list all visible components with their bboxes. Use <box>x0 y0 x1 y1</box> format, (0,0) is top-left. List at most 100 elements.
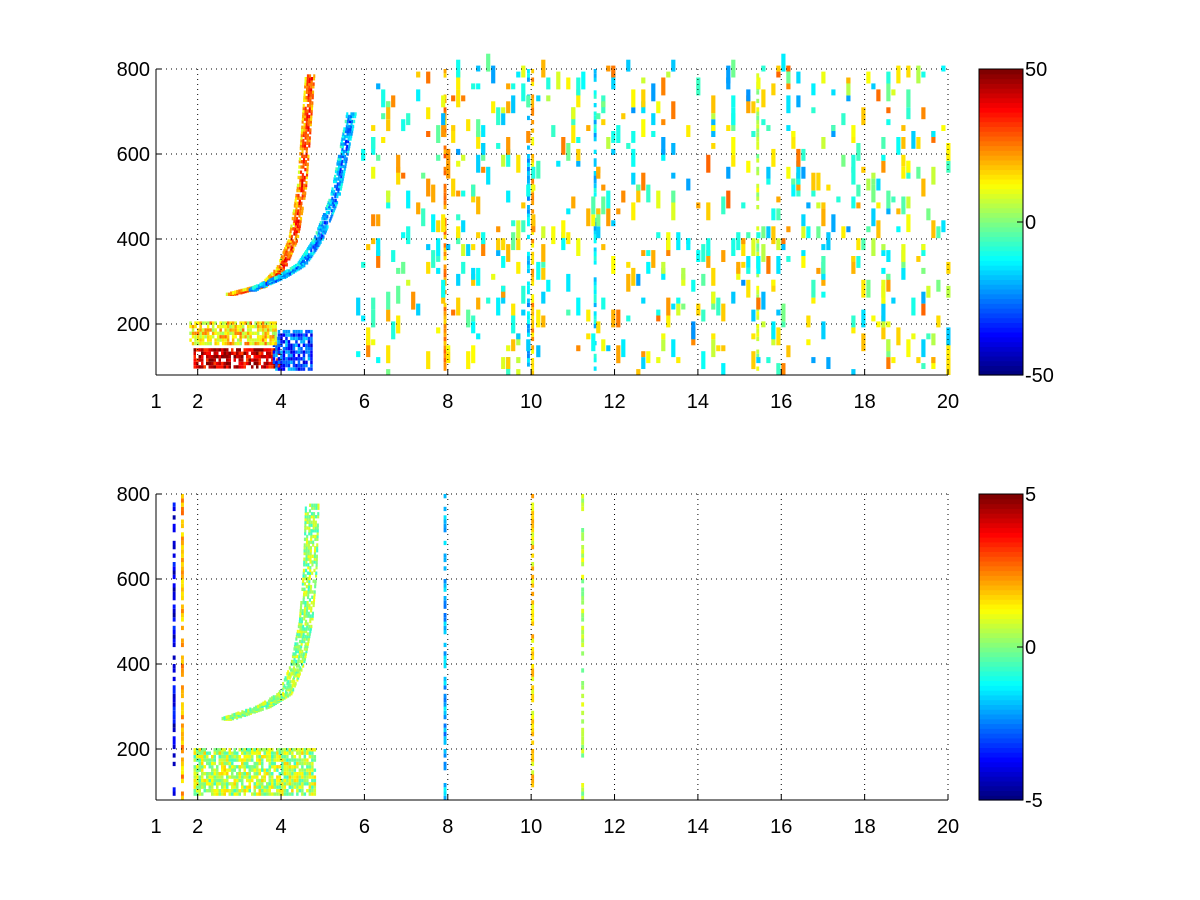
cell-vline-6 <box>581 727 585 733</box>
cell-curve-4 <box>255 284 258 288</box>
cell-band-0 <box>213 351 216 355</box>
cell-curve-3 <box>303 146 306 151</box>
cell-curve-4 <box>298 267 301 271</box>
cell-vline-6 <box>527 319 530 325</box>
cell-scatter <box>711 143 716 149</box>
cell-curve-4 <box>252 285 255 290</box>
cell-band-0 <box>198 365 201 369</box>
cell-band-0 <box>253 761 256 766</box>
cell-scatter <box>901 166 906 179</box>
cell-curve-3 <box>302 104 305 108</box>
cell-curve-1 <box>304 601 307 605</box>
cell-band-0 <box>263 355 266 359</box>
cell-scatter <box>656 357 661 364</box>
cell-curve-1 <box>255 705 258 709</box>
cell-band-1 <box>282 329 286 334</box>
cell-curve-4 <box>336 200 339 205</box>
cell-band-2 <box>194 324 197 329</box>
cell-scatter <box>721 363 726 375</box>
colorbar-step <box>979 618 1023 624</box>
cell-scatter <box>456 71 461 90</box>
cell-curve-3 <box>287 245 290 249</box>
cell-vline-3 <box>181 659 184 665</box>
colorbar-step <box>979 92 1023 99</box>
cell-vline-4 <box>443 553 447 558</box>
cell-curve-1 <box>304 606 307 610</box>
cell-scatter <box>381 137 386 143</box>
cell-band-0 <box>198 758 201 762</box>
cell-vline-6 <box>527 205 530 210</box>
cell-curve-1 <box>308 598 311 602</box>
cell-band-0 <box>313 778 317 783</box>
cell-band-1 <box>272 357 276 361</box>
cell-curve-4 <box>333 179 336 184</box>
cell-curve-1 <box>291 684 294 688</box>
cell-band-2 <box>269 341 272 346</box>
cell-curve-4 <box>343 159 346 164</box>
cell-vline-6 <box>527 358 530 363</box>
cell-scatter <box>676 232 681 251</box>
cell-vline-7 <box>531 107 535 112</box>
cell-band-2 <box>266 324 270 329</box>
cell-band-0 <box>296 748 299 752</box>
cell-band-0 <box>218 365 221 369</box>
cell-band-0 <box>201 765 204 769</box>
cell-band-2 <box>241 335 245 339</box>
cell-band-1 <box>287 346 291 351</box>
cell-curve-3 <box>307 120 310 124</box>
cell-band-0 <box>256 761 259 766</box>
cell-vline-3 <box>181 740 184 745</box>
cell-curve-1 <box>305 584 308 589</box>
cell-band-1 <box>285 350 288 354</box>
cell-curve-4 <box>332 204 335 209</box>
cell-curve-4 <box>291 271 294 275</box>
cell-curve-1 <box>295 637 298 641</box>
cell-curve-1 <box>286 692 289 696</box>
cell-scatter <box>751 351 756 370</box>
cell-scatter <box>916 256 921 262</box>
cell-vline-3 <box>181 494 184 499</box>
cell-curve-3 <box>301 117 304 121</box>
cell-curve-1 <box>302 574 305 578</box>
cell-scatter <box>486 166 491 185</box>
cell-curve-4 <box>334 184 337 189</box>
cell-curve-3 <box>296 186 299 190</box>
cell-vline-2 <box>172 642 176 648</box>
cell-band-0 <box>276 751 279 755</box>
cell-scatter <box>661 333 666 340</box>
cell-scatter <box>921 291 926 304</box>
cell-scatter <box>671 143 676 155</box>
cell-vline-6 <box>527 353 530 359</box>
cell-band-1 <box>305 363 308 368</box>
cell-scatter <box>476 131 481 149</box>
cell-scatter <box>621 190 626 203</box>
cell-band-2 <box>206 341 210 346</box>
x-tick-label: 14 <box>687 816 709 838</box>
cell-band-0 <box>201 748 204 752</box>
cell-band-0 <box>216 365 219 369</box>
cell-scatter <box>896 327 901 346</box>
cell-scatter <box>926 285 931 298</box>
cell-band-1 <box>292 333 296 337</box>
cell-scatter <box>746 232 751 239</box>
cell-curve-4 <box>340 174 343 179</box>
cell-curve-3 <box>225 292 228 296</box>
cell-curve-4 <box>322 235 325 239</box>
cell-scatter <box>731 291 736 304</box>
cell-band-2 <box>209 341 212 346</box>
colorbar-step <box>979 661 1023 667</box>
cell-curve-4 <box>342 154 345 159</box>
cell-band-0 <box>223 758 226 762</box>
cell-vline-2 <box>172 710 176 716</box>
cell-scatter <box>946 160 951 173</box>
colorbar-step <box>979 551 1023 557</box>
cell-band-1 <box>297 350 301 354</box>
cell-vline-7 <box>531 268 535 274</box>
cell-band-0 <box>278 775 282 779</box>
colorbar-step <box>979 107 1023 113</box>
cell-band-0 <box>206 755 209 759</box>
cell-scatter <box>706 202 711 221</box>
x-tick-label: 6 <box>359 816 370 838</box>
cell-scatter <box>836 196 841 203</box>
x-tick-label: 10 <box>520 391 542 413</box>
